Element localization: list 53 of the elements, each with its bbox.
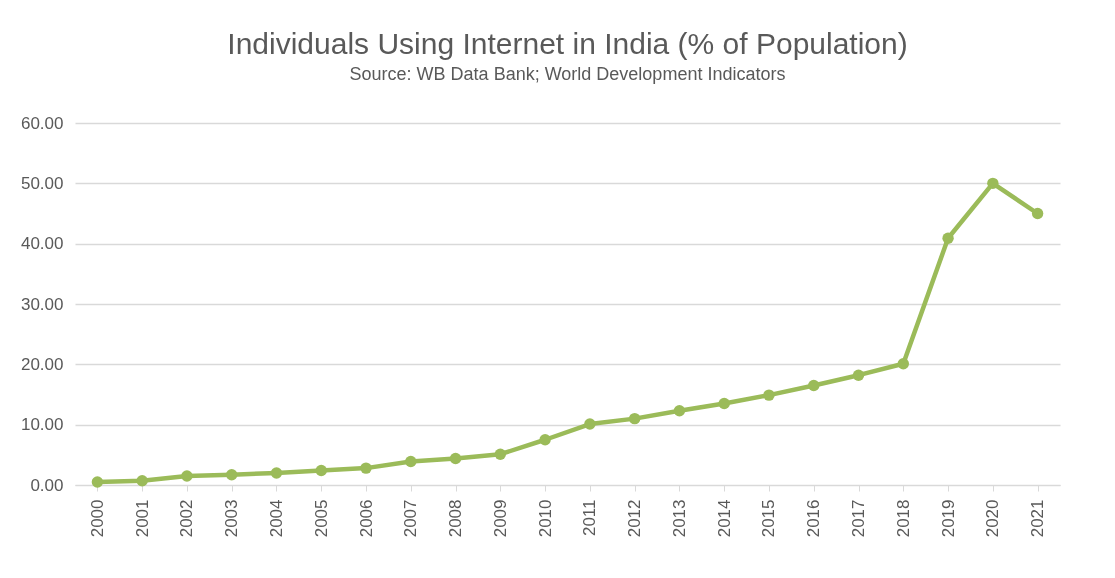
x-tick-label: 2000 — [87, 499, 107, 538]
point — [226, 469, 238, 481]
y-tick-label: 30.00 — [20, 294, 64, 314]
x-tick-label: 2014 — [714, 499, 734, 538]
x-tick-label: 2019 — [938, 499, 958, 538]
point — [808, 379, 820, 392]
point — [628, 412, 641, 425]
x-tick-label: 2018 — [893, 499, 913, 538]
x-tick-label: 2012 — [625, 499, 645, 538]
point — [315, 464, 327, 477]
x-tick-label: 2013 — [669, 499, 689, 538]
x-tick-label: 2021 — [1028, 499, 1048, 538]
x-tick-label: 2011 — [580, 499, 600, 537]
point — [449, 452, 462, 465]
point — [584, 418, 596, 430]
point — [987, 177, 999, 190]
chart-title: Individuals Using Internet in India (% of Population) — [227, 27, 908, 60]
chart-subtitle: Source: WB Data Bank; World Development Indicators — [349, 64, 786, 84]
y-tick-label: 60.00 — [20, 113, 64, 133]
y-tick-label: 50.00 — [20, 173, 64, 193]
point — [181, 470, 193, 482]
point — [942, 232, 954, 244]
y-tick-label: 10.00 — [20, 415, 64, 435]
point — [852, 369, 865, 381]
y-tick-label: 20.00 — [20, 354, 64, 374]
point — [360, 462, 372, 474]
x-tick-label: 2020 — [983, 499, 1003, 538]
x-tick-label: 2010 — [535, 499, 555, 538]
point — [405, 455, 417, 468]
x-tick-label: 2003 — [222, 499, 242, 538]
point — [763, 389, 775, 401]
x-tick-label: 2005 — [311, 499, 331, 538]
x-tick-label: 2017 — [849, 499, 869, 538]
point — [1031, 207, 1044, 220]
x-tick-label: 2006 — [356, 499, 376, 538]
x-tick-label: 2009 — [490, 499, 510, 538]
point — [897, 358, 909, 370]
point — [270, 467, 283, 479]
point — [718, 397, 730, 410]
x-tick-label: 2002 — [177, 499, 197, 538]
y-tick-label: 40.00 — [20, 234, 64, 254]
x-tick-label: 2004 — [266, 499, 286, 538]
x-tick-label: 2001 — [132, 499, 152, 538]
point — [91, 476, 104, 488]
point — [136, 475, 148, 487]
x-tick-label: 2008 — [446, 499, 466, 538]
y-tick-label: 0.00 — [30, 475, 64, 495]
point — [494, 448, 507, 460]
x-tick-label: 2015 — [759, 499, 779, 538]
x-tick-label: 2016 — [804, 499, 824, 538]
x-tick-label: 2007 — [401, 499, 421, 538]
point — [539, 434, 551, 446]
point — [673, 405, 686, 417]
